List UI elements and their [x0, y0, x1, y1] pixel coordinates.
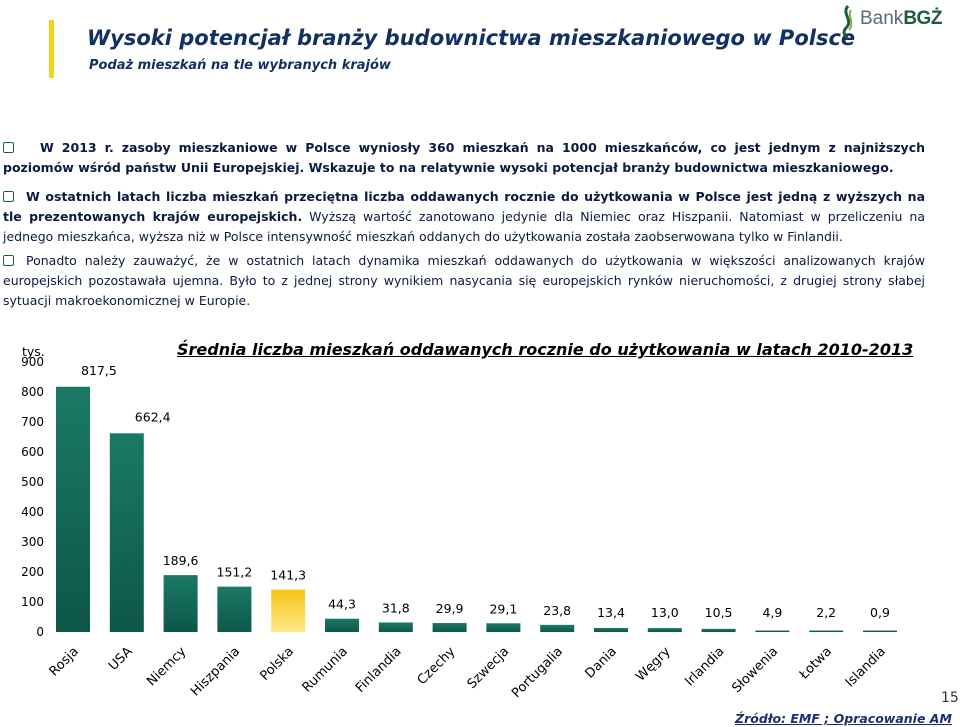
data-label: 2,2 — [816, 605, 836, 620]
category-label: USA — [106, 644, 136, 674]
category-label: Portugalia — [509, 644, 566, 701]
paragraph-dynamics: Ponadto należy zauważyć, że w ostatnich … — [3, 251, 925, 311]
checkbox-bullet-icon — [3, 191, 14, 202]
category-label: Szwecja — [465, 644, 513, 692]
paragraph-completions: W ostatnich latach liczba mieszkań przec… — [3, 187, 925, 247]
category-label: Niemcy — [144, 644, 189, 689]
bar-polska — [271, 589, 306, 632]
bar-szwecja — [486, 623, 521, 632]
data-label: 13,4 — [597, 605, 625, 620]
bar-czechy — [432, 623, 467, 632]
bar-portugalia — [540, 624, 575, 632]
category-label: Węgry — [633, 644, 674, 685]
data-label: 29,1 — [489, 601, 517, 616]
category-label: Łotwa — [796, 644, 835, 683]
data-label: 189,6 — [163, 553, 199, 568]
page-subtitle: Podaż mieszkań na tle wybranych krajów — [89, 58, 391, 73]
category-label: Słowenia — [729, 644, 781, 696]
bar-dania — [594, 627, 628, 632]
y-tick-label: 600 — [21, 445, 44, 459]
paragraph-text: Wyższą wartość zanotowano jedynie dla Ni… — [3, 209, 925, 244]
bank-logo: BankBGŻ — [836, 4, 948, 40]
checkbox-bullet-icon — [3, 142, 14, 153]
bank-logo-text: BankBGŻ — [860, 8, 942, 29]
paragraph-text-bold: W ostatnich latach liczba mieszkań przec… — [3, 189, 925, 224]
bar-słowenia — [755, 630, 790, 632]
data-label: 662,4 — [135, 409, 171, 424]
data-label: 4,9 — [762, 605, 782, 620]
title-accent-bar — [49, 20, 54, 78]
paragraph-housing-stock: W 2013 r. zasoby mieszkaniowe w Polsce w… — [3, 138, 925, 178]
category-label: Dania — [582, 644, 619, 681]
data-label: 29,9 — [436, 601, 464, 616]
y-tick-label: 100 — [21, 595, 44, 609]
data-label: 44,3 — [328, 597, 356, 612]
bank-logo-mark-icon — [842, 5, 853, 40]
checkbox-bullet-icon — [3, 255, 14, 266]
data-label: 13,0 — [651, 605, 679, 620]
category-label: Irlandia — [682, 644, 727, 689]
bar-niemcy — [163, 575, 198, 632]
y-tick-label: 0 — [36, 625, 44, 639]
chart-unit-label: tys. — [22, 344, 45, 359]
page-number: 15 — [941, 690, 959, 706]
data-label: 151,2 — [217, 565, 253, 580]
y-tick-label: 900 — [21, 355, 44, 369]
category-label: Islandia — [843, 644, 889, 690]
y-tick-label: 800 — [21, 385, 44, 399]
data-label: 31,8 — [382, 600, 410, 615]
data-label: 141,3 — [270, 568, 306, 583]
bar-islandia — [863, 630, 897, 632]
data-label: 23,8 — [543, 603, 571, 618]
data-label: 817,5 — [81, 363, 117, 378]
y-tick-label: 300 — [21, 535, 44, 549]
category-label: Polska — [257, 644, 297, 684]
data-label: 10,5 — [705, 605, 733, 620]
category-label: Finlandia — [353, 644, 405, 696]
y-tick-label: 400 — [21, 505, 44, 519]
y-tick-label: 200 — [21, 565, 44, 579]
bar-łotwa — [809, 630, 844, 632]
paragraph-text: W 2013 r. zasoby mieszkaniowe w Polsce w… — [3, 140, 925, 175]
source-note: Źródło: EMF ; Opracowanie AM — [735, 711, 952, 726]
bar-irlandia — [701, 628, 736, 632]
page-title: Wysoki potencjał branży budownictwa mies… — [87, 26, 856, 50]
bar-finlandia — [378, 622, 413, 632]
bar-węgry — [647, 628, 682, 632]
paragraph-text: Ponadto należy zauważyć, że w ostatnich … — [3, 253, 925, 308]
category-label: Rumunia — [300, 644, 351, 695]
bar-chart: 0 100 200 300 400 500 600 700 800 900 817,5 Rosja 66… — [21, 355, 897, 701]
bar-usa — [109, 433, 144, 632]
bar-hiszpania — [217, 586, 252, 632]
category-label: Czechy — [415, 644, 459, 688]
category-label: Rosja — [47, 644, 82, 679]
y-tick-label: 500 — [21, 475, 44, 489]
chart-title: Średnia liczba mieszkań oddawanych roczn… — [177, 340, 914, 359]
category-label: Hiszpania — [188, 644, 243, 699]
y-tick-label: 700 — [21, 415, 44, 429]
data-label: 0,9 — [870, 605, 890, 620]
bar-rumunia — [325, 618, 359, 632]
bar-rosja — [56, 386, 90, 632]
